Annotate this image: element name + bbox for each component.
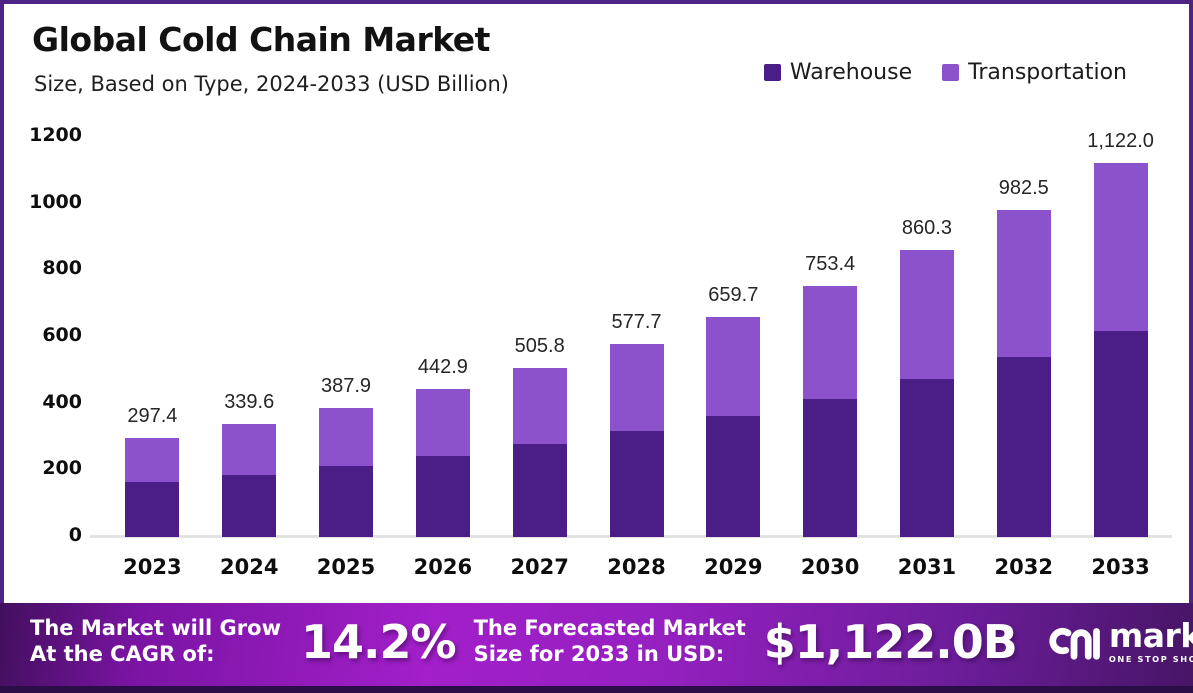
bar-total-label-2029: 659.7: [708, 284, 759, 307]
x-tick-label-2026: 2026: [413, 555, 473, 579]
bar-segment-transportation-2028: [609, 344, 664, 432]
forecast-text-line1: The Forecasted Market: [473, 615, 746, 640]
bar-total-label-2032: 982.5: [998, 176, 1049, 199]
brand-tagline: ONE STOP SHOP FOR THE REPORTS: [1108, 654, 1193, 665]
y-tick-label: 200: [42, 457, 82, 480]
bar-total-label-2023: 297.4: [127, 404, 178, 427]
bar-segment-warehouse-2028: [609, 431, 664, 537]
bar-total-label-2024: 339.6: [224, 390, 275, 413]
x-tick-label-2029: 2029: [704, 555, 763, 579]
bar-segment-warehouse-2026: [415, 455, 470, 537]
y-tick-label: 0: [68, 524, 82, 546]
bar-total-label-2027: 505.8: [514, 335, 565, 358]
bar-total-label-2028: 577.7: [611, 311, 662, 334]
bar-total-label-2033: 1,122.0: [1087, 130, 1154, 152]
bar-segment-warehouse-2027: [512, 444, 567, 537]
bar-total-label-2031: 860.3: [901, 217, 952, 240]
legend: Warehouse Transportation: [763, 60, 1127, 85]
bar-segment-warehouse-2023: [125, 482, 180, 537]
brand-logo: market.us ONE STOP SHOP FOR THE REPORTS: [1041, 618, 1193, 666]
bar-segment-transportation-2023: [125, 437, 180, 483]
brand-text: market.us ONE STOP SHOP FOR THE REPORTS: [1109, 619, 1193, 663]
y-tick-label: 600: [42, 324, 82, 346]
x-tick-label-2030: 2030: [800, 555, 860, 579]
cagr-value: 14.2%: [300, 614, 457, 669]
legend-item-transportation: Transportation: [942, 60, 1127, 85]
bar-segment-warehouse-2024: [222, 474, 277, 537]
y-tick-label: 400: [42, 390, 82, 413]
x-tick-label-2023: 2023: [123, 555, 182, 579]
bar-segment-transportation-2031: [899, 250, 954, 380]
bar-total-label-2026: 442.9: [417, 356, 468, 379]
cagr-text: The Market will Grow At the CAGR of:: [30, 616, 281, 667]
bar-segment-transportation-2025: [319, 407, 374, 466]
x-tick-label-2033: 2033: [1091, 555, 1150, 579]
x-tick-label-2032: 2032: [994, 555, 1053, 579]
x-tick-label-2027: 2027: [510, 555, 569, 579]
x-tick-label-2031: 2031: [897, 555, 957, 579]
legend-swatch-transportation: [942, 64, 960, 81]
chart-subtitle: Size, Based on Type, 2024-2033 (USD Bill…: [34, 72, 509, 96]
legend-item-warehouse: Warehouse: [763, 60, 913, 85]
footer-banner: The Market will Grow At the CAGR of: 14.…: [0, 603, 1193, 693]
bar-segment-transportation-2032: [996, 209, 1051, 357]
legend-label: Transportation: [968, 60, 1127, 85]
bar-segment-warehouse-2029: [706, 416, 761, 537]
bar-segment-transportation-2027: [512, 368, 567, 445]
bar-segment-warehouse-2025: [319, 465, 374, 537]
y-tick-label: 800: [42, 257, 82, 280]
bar-segment-transportation-2024: [222, 423, 277, 475]
stacked-bar-chart: 0 200 400 600 800 1000 1200 297.4 2023 339.6 2024 3…: [4, 4, 1193, 604]
bar-total-label-2030: 753.4: [805, 252, 856, 275]
y-tick-label: 1000: [29, 190, 82, 213]
marketus-logo-icon: [1049, 627, 1100, 660]
x-tick-label-2024: 2024: [219, 555, 279, 579]
bar-total-label-2025: 387.9: [321, 374, 372, 397]
forecast-text-line2: Size for 2033 in USD:: [473, 641, 725, 666]
bar-segment-transportation-2026: [415, 389, 470, 456]
bar-segment-transportation-2030: [803, 285, 858, 399]
bar-segment-warehouse-2032: [996, 356, 1051, 537]
chart-title: Global Cold Chain Market: [32, 20, 490, 59]
x-tick-label-2028: 2028: [607, 555, 666, 579]
brand-name: market.us: [1108, 616, 1193, 656]
bar-segment-transportation-2029: [706, 317, 761, 417]
forecast-value: $1,122.0B: [763, 614, 1018, 669]
x-tick-label-2025: 2025: [316, 555, 376, 579]
bar-segment-warehouse-2030: [803, 398, 858, 537]
legend-label: Warehouse: [789, 60, 913, 85]
y-tick-label: 1200: [29, 124, 82, 146]
bar-segment-transportation-2033: [1093, 163, 1148, 332]
cagr-text-line1: The Market will Grow: [30, 615, 281, 640]
forecast-text: The Forecasted Market Size for 2033 in U…: [474, 616, 746, 667]
cagr-text-line2: At the CAGR of:: [30, 641, 215, 666]
legend-swatch-warehouse: [763, 64, 781, 81]
bar-segment-warehouse-2033: [1093, 331, 1148, 537]
bar-segment-warehouse-2031: [899, 379, 954, 537]
